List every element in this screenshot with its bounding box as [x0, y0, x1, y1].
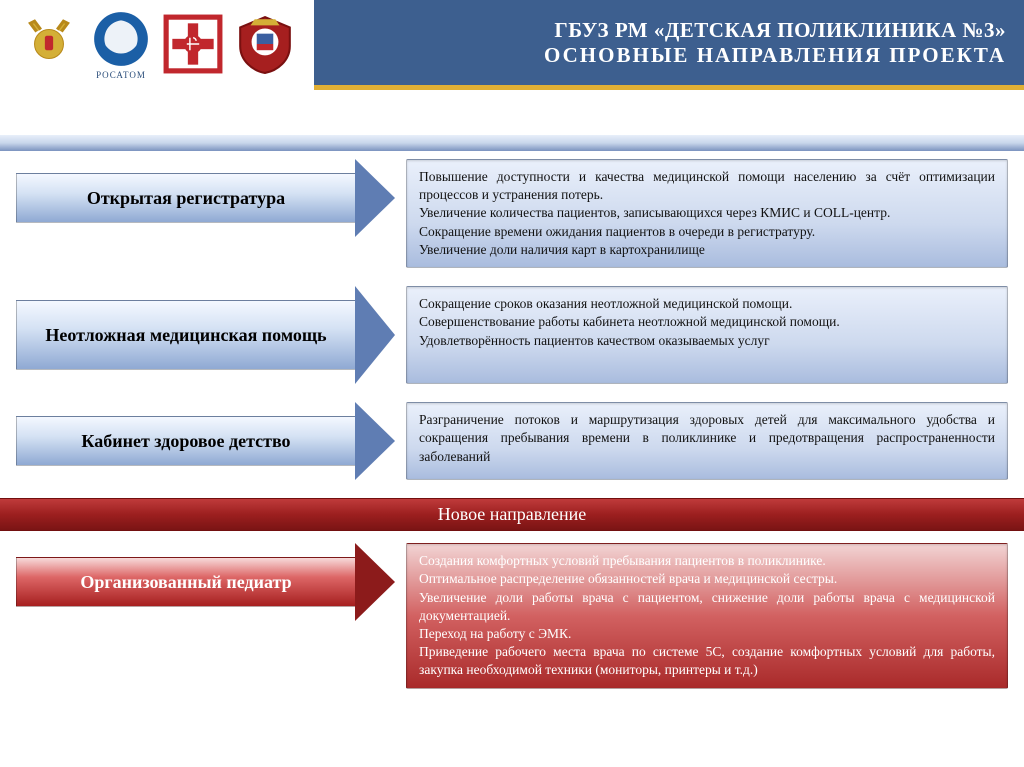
rosatom-logo: РОСАТОМ: [90, 8, 152, 80]
separator-strip: [0, 135, 1024, 151]
arrow-open-registry: Открытая регистратура: [16, 159, 396, 237]
desc-organized-pediatrician: Создания комфортных условий пребывания п…: [406, 543, 1008, 689]
desc-open-registry: Повышение доступности и качества медицин…: [406, 159, 1008, 268]
new-direction-band: Новое направление: [0, 498, 1024, 531]
title-line-1: ГБУЗ РМ «ДЕТСКАЯ ПОЛИКЛИНИКА №3»: [554, 18, 1006, 43]
arrow-healthy-childhood: Кабинет здоровое детство: [16, 402, 396, 480]
arrow-head-icon: [355, 402, 395, 480]
arrow-emergency-care: Неотложная медицинская помощь: [16, 286, 396, 384]
arrow-label: Кабинет здоровое детство: [16, 416, 356, 466]
arrow-head-icon: [355, 286, 395, 384]
direction-row-4: Организованный педиатр Создания комфортн…: [16, 543, 1008, 689]
arrow-organized-pediatrician: Организованный педиатр: [16, 543, 396, 621]
arrow-label: Организованный педиатр: [16, 557, 356, 607]
rosatom-label: РОСАТОМ: [96, 70, 146, 80]
header: РОСАТОМ ГБУЗ РМ «ДЕТСКАЯ ПОЛИКЛИНИКА №3»…: [0, 0, 1024, 95]
medical-cross-icon: [162, 13, 224, 75]
direction-row-1: Открытая регистратура Повышение доступно…: [16, 159, 1008, 268]
russia-emblem-icon: [18, 13, 80, 75]
title-bar: ГБУЗ РМ «ДЕТСКАЯ ПОЛИКЛИНИКА №3» ОСНОВНЫ…: [314, 0, 1024, 90]
regional-crest-icon: [234, 13, 296, 75]
arrow-head-icon: [355, 159, 395, 237]
arrow-label: Открытая регистратура: [16, 173, 356, 223]
desc-emergency-care: Сокращение сроков оказания неотложной ме…: [406, 286, 1008, 384]
arrow-head-icon: [355, 543, 395, 621]
direction-row-3: Кабинет здоровое детство Разграничение п…: [16, 402, 1008, 480]
desc-healthy-childhood: Разграничение потоков и маршрутизация зд…: [406, 402, 1008, 480]
logo-strip: РОСАТОМ: [0, 0, 314, 88]
title-line-2: ОСНОВНЫЕ НАПРАВЛЕНИЯ ПРОЕКТА: [544, 43, 1006, 68]
direction-row-2: Неотложная медицинская помощь Сокращение…: [16, 286, 1008, 384]
arrow-label: Неотложная медицинская помощь: [16, 300, 356, 370]
